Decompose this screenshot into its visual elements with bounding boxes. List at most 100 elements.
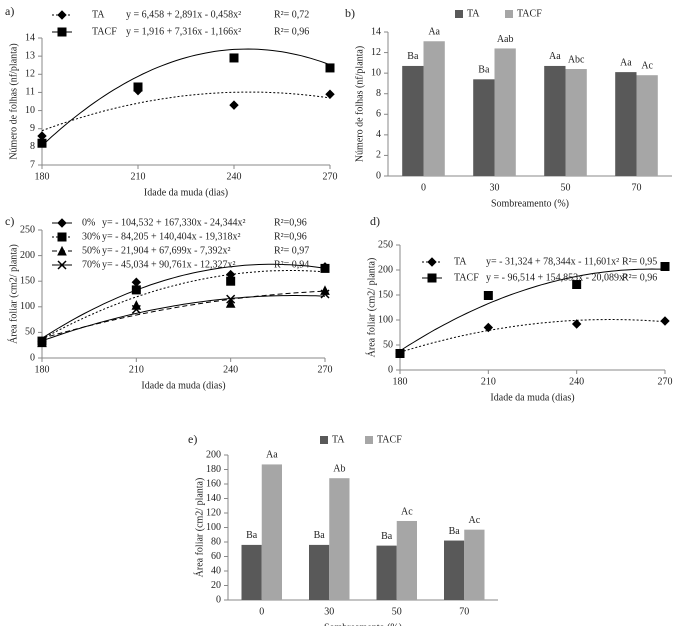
x-axis-title: Idade da muda (dias): [141, 380, 225, 391]
point: [57, 232, 67, 242]
bar-letter: Ba: [246, 530, 258, 541]
y-tick-label: 120: [206, 507, 221, 518]
legend-equation: y = 6,458 + 2,891x - 0,458x²: [126, 9, 241, 20]
y-tick-label: 14: [25, 32, 35, 43]
point: [229, 53, 239, 63]
bar: [309, 544, 330, 600]
x-tick-label: 240: [227, 171, 242, 182]
legend-r2: R²= 0,96: [622, 272, 657, 283]
point: [571, 319, 582, 329]
x-tick-label: 30: [490, 182, 500, 193]
y-tick-label: 200: [378, 264, 393, 275]
point: [320, 263, 330, 273]
point: [572, 280, 582, 289]
legend-label: TA: [92, 9, 105, 20]
legend-r2: R²=0,96: [274, 231, 307, 242]
point: [225, 298, 236, 308]
legend-swatch: [455, 10, 463, 18]
bar-letter: Ac: [641, 60, 653, 71]
bar-letter: Ba: [449, 526, 461, 537]
y-axis-title: Número de folhas (nf/planta): [354, 46, 365, 162]
trend-curve: [41, 270, 326, 340]
y-tick-label: 10: [371, 67, 381, 78]
y-tick-label: 4: [376, 129, 381, 140]
legend-equation: y = 1,916 + 7,316x - 1,166x²: [126, 26, 241, 37]
y-tick-label: 200: [20, 250, 35, 261]
x-tick-label: 70: [632, 182, 642, 193]
y-tick-label: 6: [376, 109, 381, 120]
y-tick-label: 2: [376, 150, 381, 161]
y-tick-label: 200: [206, 449, 221, 460]
point: [57, 260, 67, 270]
y-tick-label: 12: [25, 69, 35, 80]
trend-curve: [41, 263, 326, 339]
x-tick-label: 180: [35, 171, 50, 182]
y-tick-label: 180: [206, 464, 221, 475]
bar-letter: Ab: [333, 463, 345, 474]
x-tick-label: 240: [569, 376, 584, 387]
point: [660, 262, 670, 271]
bar-letter: Ac: [401, 506, 413, 517]
bar: [464, 529, 485, 600]
y-tick-label: 0: [30, 352, 35, 363]
x-tick-label: 70: [459, 606, 469, 617]
bar-letter: Ba: [478, 65, 490, 76]
trend-curve: [399, 268, 666, 352]
point: [131, 277, 142, 287]
legend-label: TACF: [92, 26, 117, 37]
legend-r2: R²= 0,95: [622, 256, 657, 267]
legend-equation: y= - 104,532 + 167,330x - 24,344x²: [102, 217, 245, 228]
x-tick-label: 270: [323, 171, 338, 182]
bar-letter: Ba: [407, 51, 419, 62]
legend-equation: y = - 96,514 + 154,853x - 20,089x²: [486, 272, 627, 283]
x-axis-title: Idade da muda (dias): [490, 392, 574, 403]
legend-r2: R²= 0,94: [274, 259, 309, 270]
point: [325, 89, 335, 99]
x-tick-label: 180: [393, 376, 408, 387]
legend-label: 0%: [82, 217, 95, 228]
point: [131, 300, 142, 310]
y-tick-label: 8: [376, 88, 381, 99]
bar-letter: Aa: [428, 27, 440, 38]
y-tick-label: 50: [25, 327, 35, 338]
point: [226, 294, 236, 304]
bar: [261, 464, 282, 600]
y-tick-label: 80: [211, 536, 221, 547]
point: [131, 304, 141, 314]
x-tick-label: 270: [318, 364, 333, 375]
legend-equation: y= - 31,324 + 78,344x - 11,601x²: [486, 256, 619, 267]
y-tick-label: 11: [25, 87, 35, 98]
y-tick-label: 14: [371, 26, 381, 37]
x-tick-label: 270: [658, 376, 673, 387]
legend-r2: R²= 0,96: [274, 26, 309, 37]
bar: [396, 520, 417, 600]
x-tick-label: 240: [223, 364, 238, 375]
bar-letter: Ba: [314, 530, 326, 541]
point: [57, 10, 67, 20]
point: [427, 273, 437, 283]
bar-letter: Abc: [568, 54, 585, 65]
y-tick-label: 100: [206, 522, 221, 533]
x-tick-label: 0: [259, 606, 264, 617]
trend-curve: [41, 48, 331, 147]
point: [37, 138, 47, 148]
legend-r2: R²= 0,72: [274, 9, 309, 20]
x-axis-title: Sombreamento (%): [491, 198, 569, 209]
point: [226, 276, 236, 286]
y-tick-label: 150: [20, 275, 35, 286]
legend-r2: R²= 0,97: [274, 245, 309, 256]
x-axis-title: Idade da muda (dias): [144, 187, 228, 198]
trend-curve: [41, 290, 326, 339]
bar: [444, 540, 465, 600]
legend-equation: y= - 45,034 + 90,761x - 12,327x²: [102, 259, 235, 270]
legend-label: TA: [467, 8, 480, 19]
y-axis-title: Área foliar (cm2/ planta): [193, 478, 205, 578]
trend-curve: [41, 295, 326, 342]
bar-letter: Aa: [266, 450, 278, 461]
x-tick-label: 0: [421, 182, 426, 193]
y-axis-title: Número de folhas (nf/planta): [8, 43, 19, 159]
x-tick-label: 50: [392, 606, 402, 617]
bar: [636, 75, 658, 176]
panel-label: e): [188, 432, 197, 446]
